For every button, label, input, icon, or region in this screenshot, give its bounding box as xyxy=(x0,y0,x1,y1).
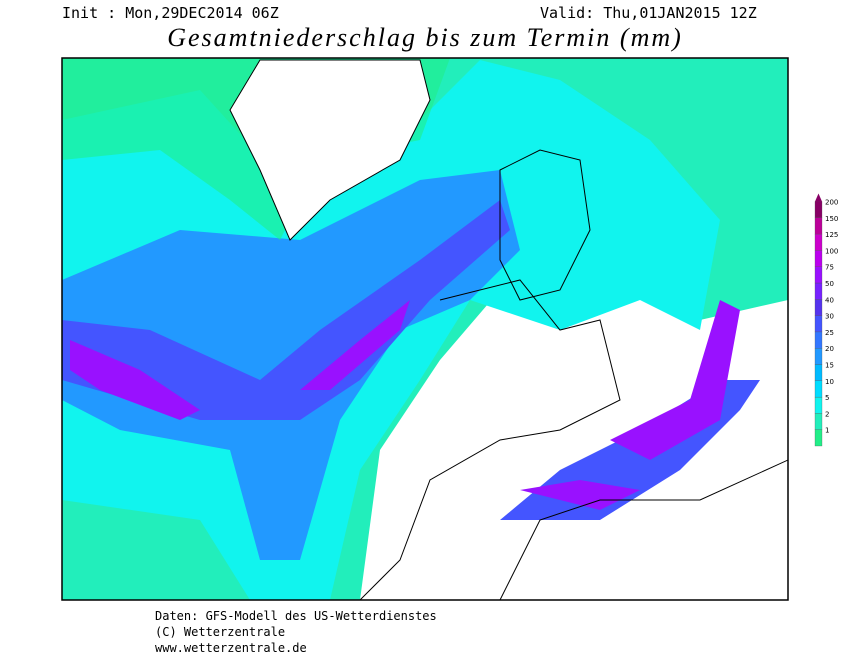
legend-label: 2 xyxy=(825,410,829,418)
legend-swatch xyxy=(814,233,823,251)
legend-swatch xyxy=(814,331,823,349)
legend-swatch xyxy=(814,413,823,430)
legend-swatch xyxy=(814,282,823,300)
map-frame xyxy=(61,57,789,601)
legend-label: 40 xyxy=(825,296,834,304)
legend-swatch xyxy=(814,380,823,398)
legend-swatch xyxy=(814,299,823,316)
init-time: Init : Mon,29DEC2014 06Z xyxy=(62,4,279,22)
map-title: Gesamtniederschlag bis zum Termin (mm) xyxy=(167,23,683,52)
legend-label: 75 xyxy=(825,264,834,272)
legend-label: 125 xyxy=(825,231,838,239)
legend-label: 25 xyxy=(825,329,834,337)
legend-label: 150 xyxy=(825,215,838,223)
footer-source: Daten: GFS-Modell des US-Wetterdienstes xyxy=(155,609,437,623)
legend-swatch xyxy=(814,217,823,235)
legend-swatch xyxy=(814,201,823,218)
precip-map xyxy=(62,58,788,600)
legend-swatch xyxy=(814,396,823,414)
legend-label: 100 xyxy=(825,247,838,255)
legend-swatch xyxy=(814,348,823,365)
footer-copyright: (C) Wetterzentrale xyxy=(155,625,285,639)
legend-label: 1 xyxy=(825,427,829,435)
legend-label: 10 xyxy=(825,378,834,386)
legend-swatch xyxy=(814,429,823,447)
legend-swatch xyxy=(814,315,823,333)
legend-swatch xyxy=(814,266,823,284)
legend-label: 200 xyxy=(825,199,838,207)
legend-label: 15 xyxy=(825,362,834,370)
legend-label: 5 xyxy=(825,394,829,402)
footer-url: www.wetterzentrale.de xyxy=(155,641,307,655)
legend-swatch xyxy=(814,250,823,267)
legend-label: 50 xyxy=(825,280,834,288)
legend-swatch xyxy=(814,364,823,381)
legend-label: 30 xyxy=(825,313,834,321)
legend-arrow xyxy=(815,193,822,202)
valid-time: Valid: Thu,01JAN2015 12Z xyxy=(540,4,757,22)
legend-label: 20 xyxy=(825,345,834,353)
